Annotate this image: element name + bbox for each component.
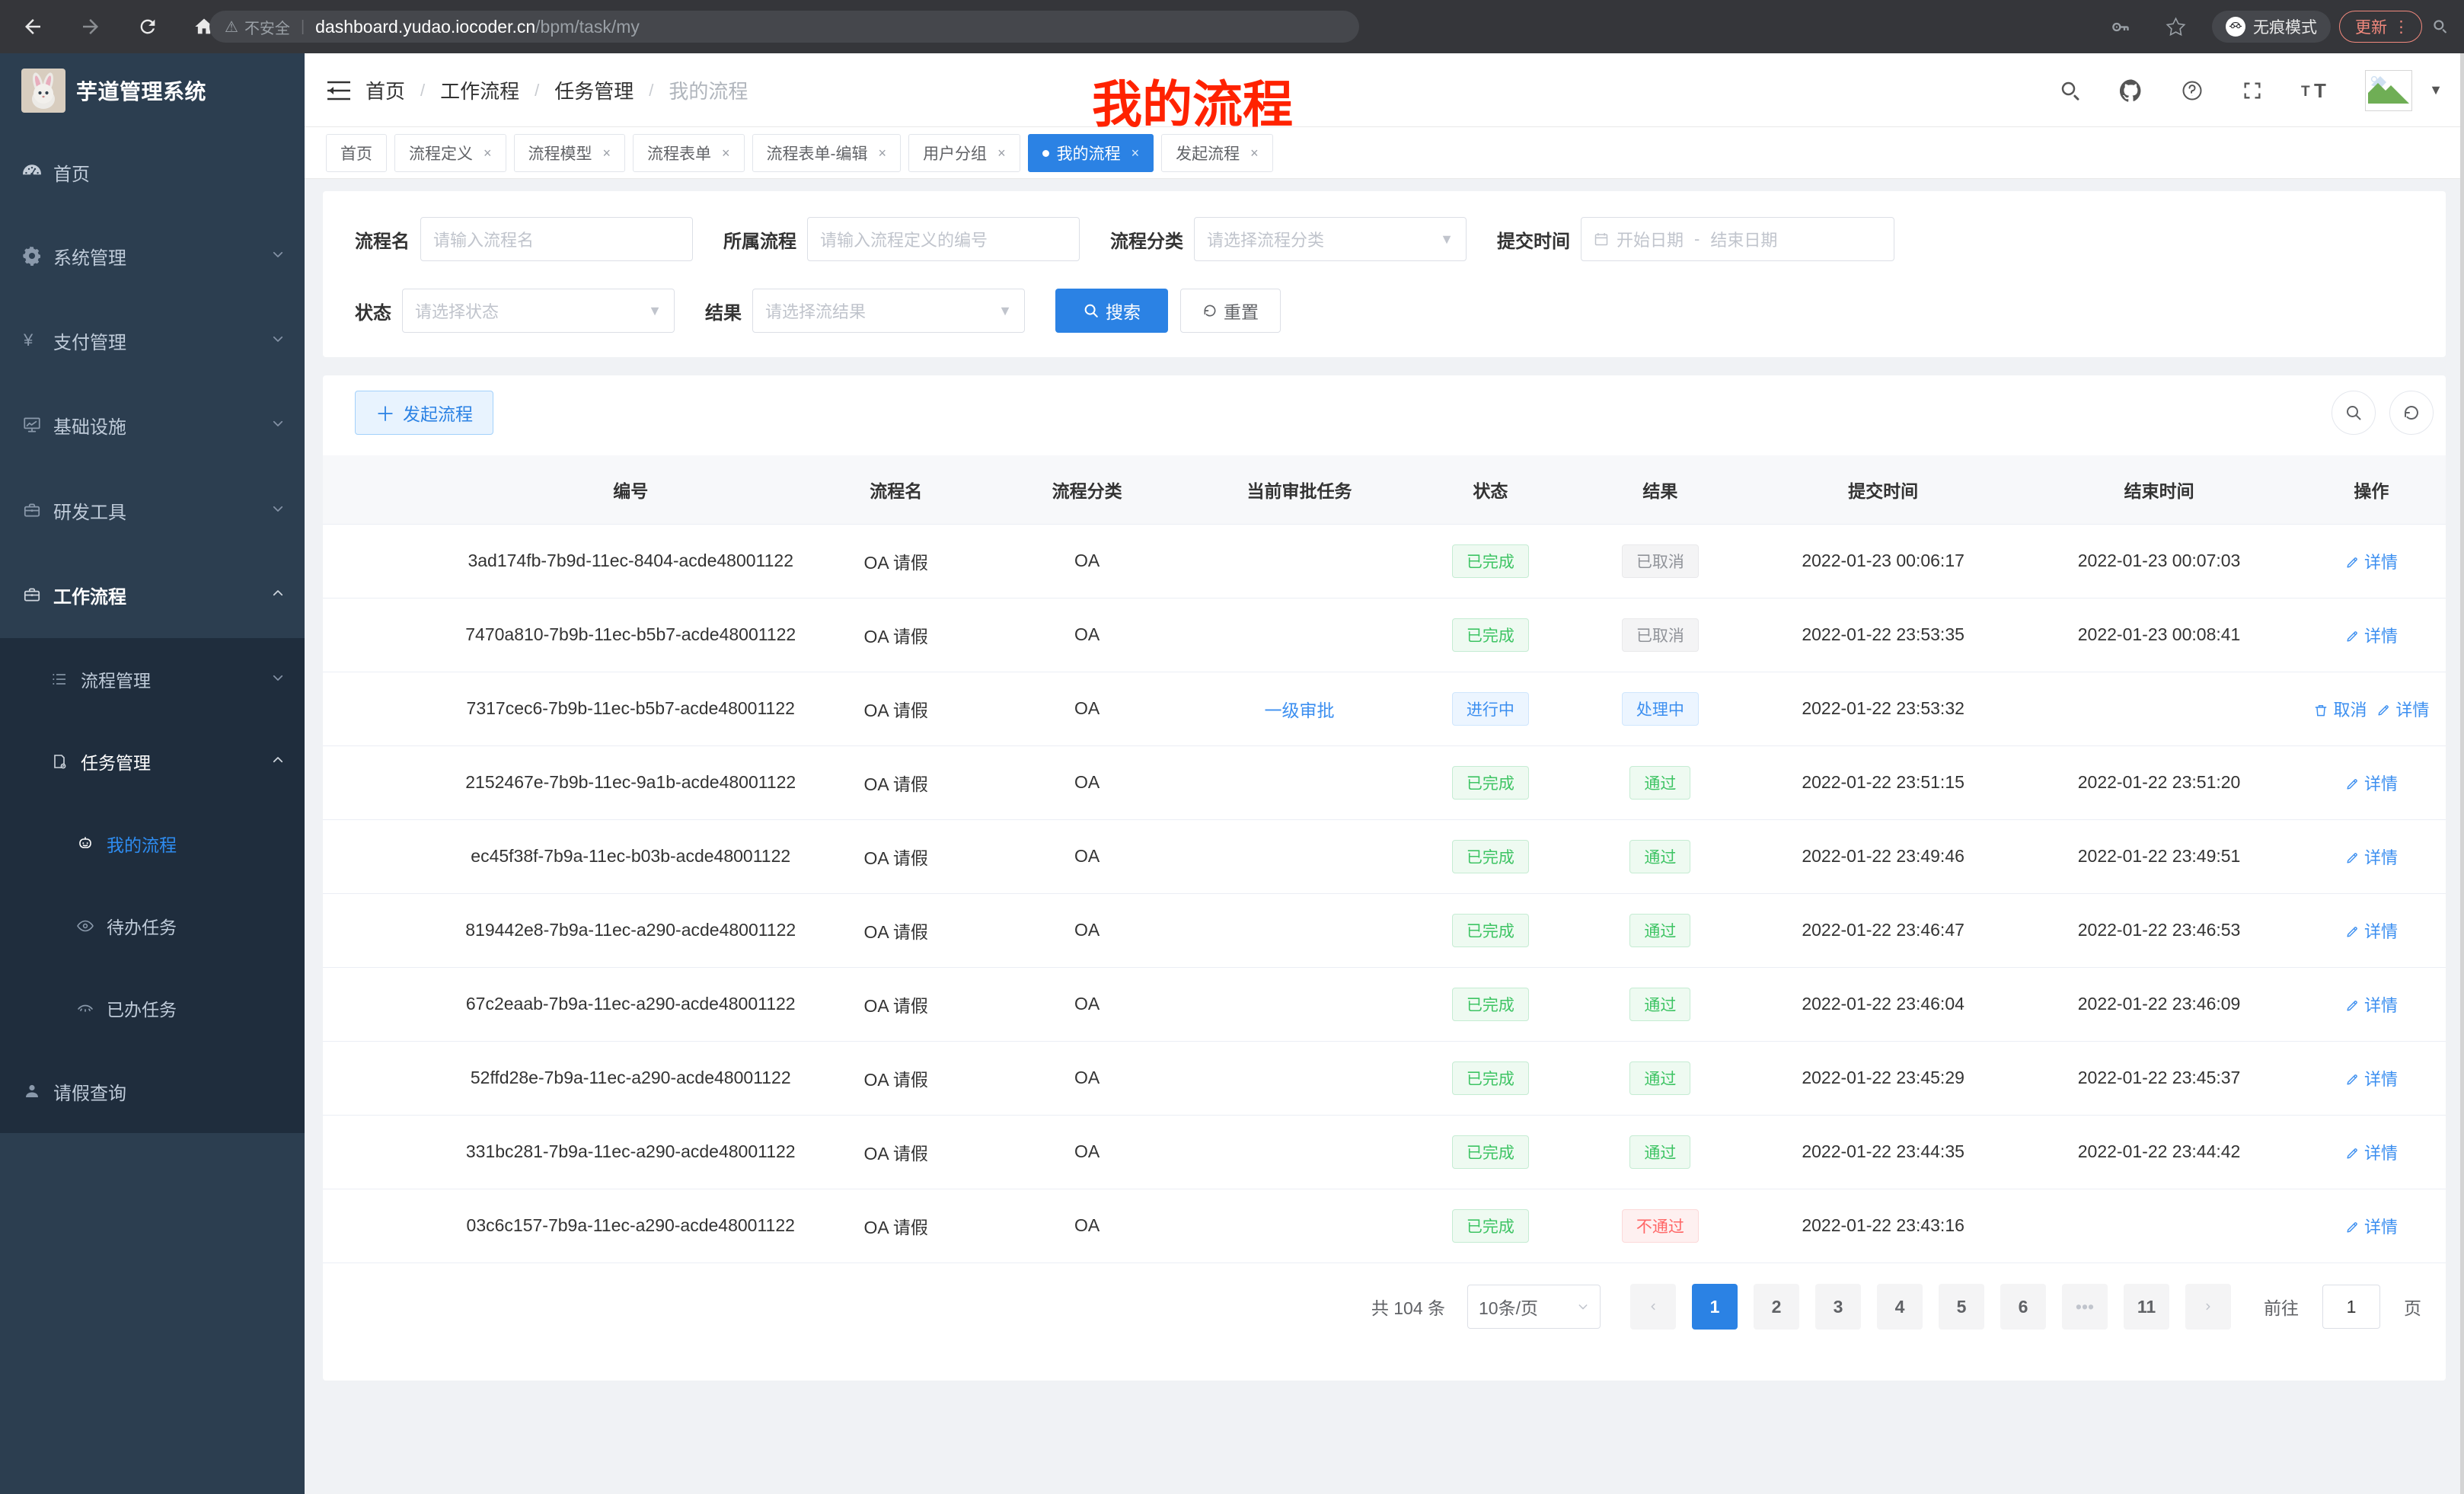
svg-text:T: T — [2314, 79, 2326, 102]
svg-text:T: T — [2301, 84, 2310, 100]
svg-text:¥: ¥ — [23, 330, 34, 350]
